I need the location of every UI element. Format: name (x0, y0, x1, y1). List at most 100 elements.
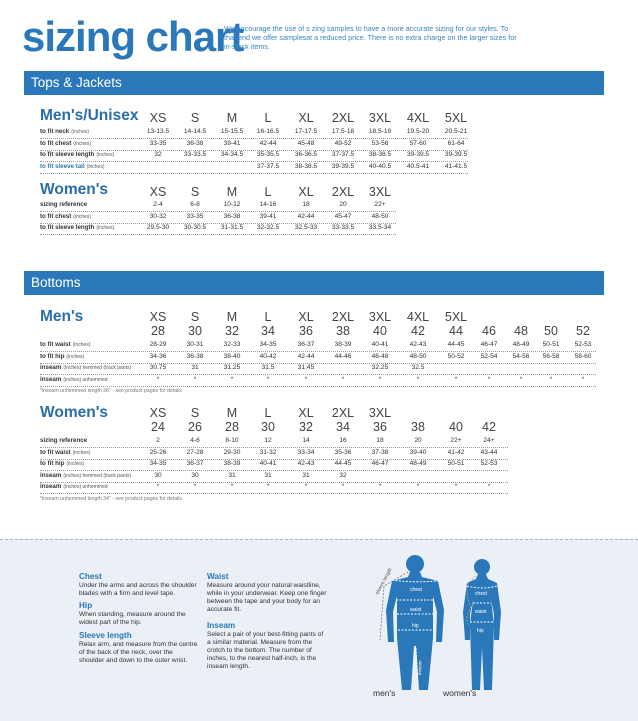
row-label-text: to fit waist (40, 341, 71, 348)
row-label-text: inseam (40, 364, 62, 371)
waist-size-label: 38 (336, 324, 350, 338)
band-bottoms: Bottoms (24, 271, 604, 295)
table-cell: 42-43 (297, 460, 315, 467)
table-cell: 2 (156, 437, 160, 444)
row-label: to fit chest (inches) (40, 213, 91, 221)
table-cell: 18 (376, 437, 384, 444)
table-cell: * (230, 375, 234, 383)
table-cell: 48-49 (512, 341, 530, 348)
table-cell: 54-56 (512, 352, 530, 360)
waist-size-label: 34 (261, 324, 275, 338)
size-label: S (190, 111, 200, 125)
table-cell: 42-44 (297, 212, 315, 220)
waist-heading: Waist (207, 572, 229, 581)
row-unit: (inches) (96, 152, 115, 158)
table-cell: 52-53 (480, 460, 498, 467)
table-cell: 46-47 (480, 341, 498, 348)
table-cell: 40-41 (259, 460, 277, 467)
men-chest-label: chest (410, 587, 423, 593)
size-label: 3XL (368, 185, 392, 199)
row-unit: (inches) (71, 129, 90, 135)
table-cell: 37-37.5 (256, 162, 280, 170)
table-cell: 31 (191, 364, 199, 371)
womens-caption: women's (443, 688, 477, 698)
mens-caption: men's (373, 688, 396, 698)
table-cell: 31 (228, 471, 236, 479)
table-cell: 37-38 (371, 448, 389, 456)
table-cell: * (266, 375, 270, 383)
table-cell: 32.5 (411, 364, 425, 371)
size-label: XS (149, 406, 167, 420)
row-label-text: inseam (40, 471, 62, 479)
hip-text: When standing, measure around the widest… (79, 611, 186, 626)
table-cell: 30-31 (186, 341, 204, 348)
size-label: L (264, 185, 272, 199)
waist-size-label: 40 (373, 324, 387, 338)
waist-size-label: 34 (336, 420, 350, 434)
waist-size-label: 32 (225, 324, 239, 338)
table-cell: 19.5-20 (406, 128, 430, 135)
table-cell: 39-41 (259, 212, 277, 220)
table-cell: 33-33.5 (331, 224, 355, 231)
table-cell: 8-10 (225, 437, 239, 444)
row-unit: (inches) hemmed (track pants) (63, 365, 132, 371)
row-label-text: to fit hip (40, 352, 65, 360)
row-unit: (inches) (72, 449, 91, 456)
row-divider (40, 362, 596, 364)
row-label: sizing reference (40, 201, 89, 209)
size-label: S (190, 310, 200, 324)
women-hip-label: hip (477, 628, 484, 634)
table-cell: 31 (264, 471, 272, 479)
table-cell: 18.5-19 (368, 128, 392, 135)
table-cell: 36-36.5 (294, 151, 318, 158)
table-cell: 46-48 (371, 352, 389, 360)
table-cell: 14-16 (259, 201, 277, 208)
table-cell: * (304, 483, 308, 490)
sleeve-length-text: Relax arm, and measure from the centre o… (79, 641, 198, 664)
table-cell: 50-51 (542, 341, 560, 348)
table-cell: 20 (339, 201, 347, 208)
row-divider (40, 172, 468, 174)
table-cell: 56-58 (542, 352, 560, 360)
size-label: M (226, 185, 238, 199)
table-cell: 39-39.5 (406, 151, 430, 158)
table-cell: 13-13.5 (146, 128, 170, 135)
size-label: 2XL (331, 185, 355, 199)
row-label-text: to fit sleeve tall (40, 162, 85, 170)
table-cell: 35-35.5 (256, 151, 280, 158)
inseam-text: Select a pair of your best-fitting pants… (207, 631, 324, 670)
table-cell: 45-47 (334, 212, 352, 220)
table-cell: 53-56 (371, 139, 389, 147)
table-cell: * (156, 483, 160, 490)
table-cell: 40-42 (259, 352, 277, 360)
row-unit: (inches) unhemmed (63, 484, 108, 490)
row-divider (40, 222, 396, 224)
row-label: sizing reference (40, 437, 89, 445)
row-label-text: sizing reference (40, 201, 88, 208)
waist-size-label: 30 (188, 324, 202, 338)
table-cell: 38-38.5 (294, 162, 318, 170)
table-cell: * (193, 483, 197, 490)
table-cell: 40-41 (371, 341, 389, 348)
heading-mens-unisex: Men's/Unisex (40, 107, 139, 124)
table-cell: 44-45 (334, 460, 352, 467)
waist-size-label: 42 (482, 420, 496, 434)
table-cell: 36-37 (186, 460, 204, 467)
table-cell: 31.5 (261, 364, 275, 371)
table-cell: * (581, 375, 585, 383)
table-cell: 2-4 (153, 201, 163, 208)
row-label: to fit sleeve tall (inches) (40, 163, 105, 171)
table-cell: 15-15.5 (220, 128, 244, 135)
waist-size-label: 28 (151, 324, 165, 338)
row-label: inseam (inches) hemmed (track pants) (40, 472, 131, 480)
chest-heading: Chest (79, 572, 102, 581)
size-label: 4XL (406, 310, 430, 324)
table-cell: 30-32 (149, 212, 167, 220)
women-waist-label: waist (475, 609, 487, 615)
table-cell: * (454, 483, 458, 490)
table-cell: 17-17.5 (294, 128, 318, 135)
table-cell: 34-34.5 (220, 151, 244, 158)
table-cell: 27-28 (186, 448, 204, 456)
table-cell: 45-48 (297, 139, 315, 147)
women-chest-label: chest (475, 591, 488, 597)
